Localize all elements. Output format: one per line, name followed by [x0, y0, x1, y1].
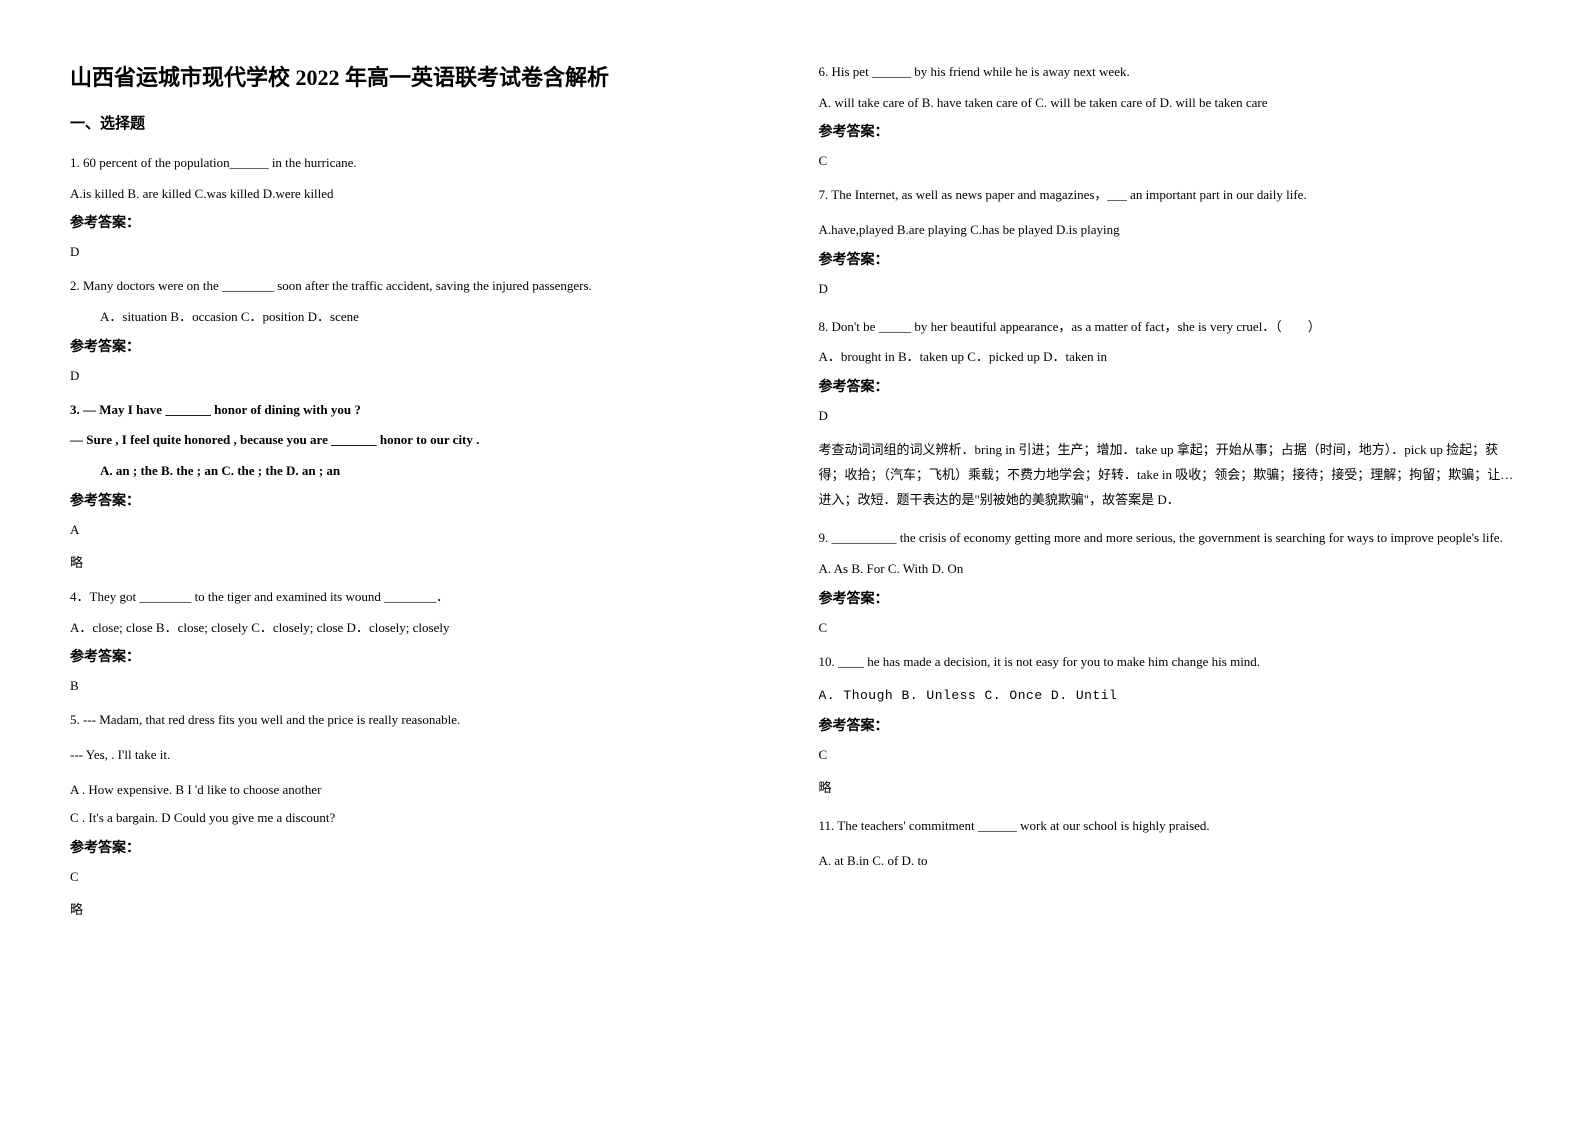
question-1-options: A.is killed B. are killed C.was killed D… [70, 182, 769, 207]
answer-label: 参考答案： [70, 336, 769, 356]
omit-text: 略 [819, 777, 1518, 796]
question-11-options: A. at B.in C. of D. to [819, 849, 1518, 874]
section-header: 一、选择题 [70, 112, 769, 133]
answer-label: 参考答案： [819, 121, 1518, 141]
question-2-options: A．situation B．occasion C．position D．scen… [70, 305, 769, 330]
question-5: 5. --- Madam, that red dress fits you we… [70, 708, 769, 733]
question-7: 7. The Internet, as well as news paper a… [819, 183, 1518, 208]
question-3-line2: — Sure , I feel quite honored , because … [70, 428, 769, 453]
question-3-line1: 3. — May I have _______ honor of dining … [70, 398, 769, 423]
question-5-line2: --- Yes, . I'll take it. [70, 743, 769, 768]
answer-label: 参考答案： [70, 646, 769, 666]
question-4: 4．They got ________ to the tiger and exa… [70, 585, 769, 610]
answer-2: D [70, 368, 769, 384]
question-5-options-a: A . How expensive. B I 'd like to choose… [70, 778, 769, 803]
answer-1: D [70, 244, 769, 260]
answer-8: D [819, 408, 1518, 424]
exam-title: 山西省运城市现代学校 2022 年高一英语联考试卷含解析 [70, 60, 769, 92]
answer-7: D [819, 281, 1518, 297]
answer-5: C [70, 869, 769, 885]
answer-label: 参考答案： [819, 376, 1518, 396]
answer-label: 参考答案： [70, 212, 769, 232]
answer-10: C [819, 747, 1518, 763]
answer-label: 参考答案： [819, 715, 1518, 735]
question-7-options: A.have,played B.are playing C.has be pla… [819, 218, 1518, 243]
question-9: 9. __________ the crisis of economy gett… [819, 526, 1518, 551]
omit-text: 略 [70, 552, 769, 571]
answer-label: 参考答案： [70, 490, 769, 510]
question-11: 11. The teachers' commitment ______ work… [819, 814, 1518, 839]
left-column: 山西省运城市现代学校 2022 年高一英语联考试卷含解析 一、选择题 1. 60… [70, 60, 769, 1062]
answer-3: A [70, 522, 769, 538]
answer-4: B [70, 678, 769, 694]
omit-text: 略 [70, 899, 769, 918]
question-8-options: A．brought in B．taken up C．picked up D．ta… [819, 345, 1518, 370]
question-6-options: A. will take care of B. have taken care … [819, 91, 1518, 116]
question-4-options: A．close; close B．close; closely C．closel… [70, 616, 769, 641]
question-10: 10. ____ he has made a decision, it is n… [819, 650, 1518, 675]
answer-6: C [819, 153, 1518, 169]
question-8: 8. Don't be _____ by her beautiful appea… [819, 315, 1518, 340]
question-6: 6. His pet ______ by his friend while he… [819, 60, 1518, 85]
right-column: 6. His pet ______ by his friend while he… [819, 60, 1518, 1062]
question-9-options: A. As B. For C. With D. On [819, 557, 1518, 582]
answer-label: 参考答案： [70, 837, 769, 857]
question-1: 1. 60 percent of the population______ in… [70, 151, 769, 176]
question-2: 2. Many doctors were on the ________ soo… [70, 274, 769, 299]
answer-label: 参考答案： [819, 249, 1518, 269]
answer-9: C [819, 620, 1518, 636]
question-3-options: A. an ; the B. the ; an C. the ; the D. … [70, 459, 769, 484]
question-10-options: A. Though B. Unless C. Once D. Until [819, 684, 1518, 709]
question-5-options-b: C . It's a bargain. D Could you give me … [70, 806, 769, 831]
explanation-8: 考查动词词组的词义辨析．bring in 引进；生产；增加．take up 拿起… [819, 438, 1518, 512]
answer-label: 参考答案： [819, 588, 1518, 608]
